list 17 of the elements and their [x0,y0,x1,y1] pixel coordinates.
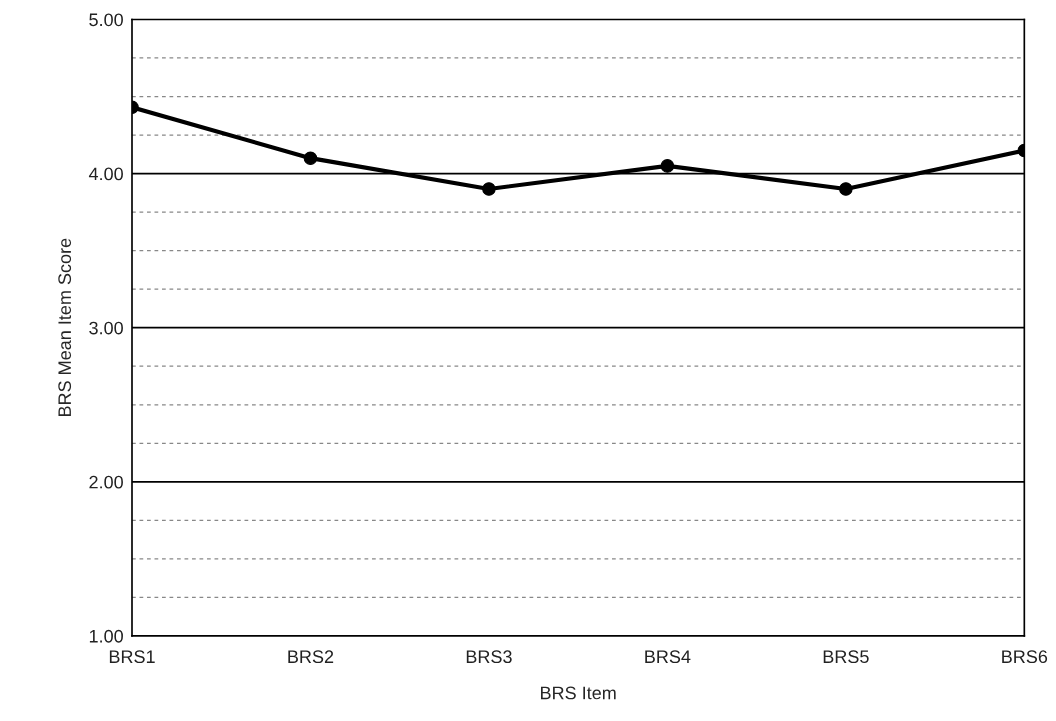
y-axis-title: BRS Mean Item Score [58,238,72,417]
point [303,151,318,165]
y-tick-label: 4.00 [88,167,123,181]
point [482,182,496,196]
point [839,182,853,196]
x-tick-label: BRS6 [1002,650,1048,664]
x-tick-label: BRS4 [645,650,691,664]
point [660,159,675,173]
x-tick-label: BRS5 [823,650,869,664]
x-tick-label: BRS3 [466,650,512,664]
y-tick-label: 2.00 [89,475,123,489]
y-tick-label: 1.00 [89,629,123,643]
x-axis-title: BRS Item [541,686,616,700]
x-tick-label: BRS1 [109,650,155,664]
x-tick-label: BRS2 [288,650,334,664]
y-tick-label: 5.00 [89,13,123,27]
y-tick-label: 3.00 [89,321,123,335]
